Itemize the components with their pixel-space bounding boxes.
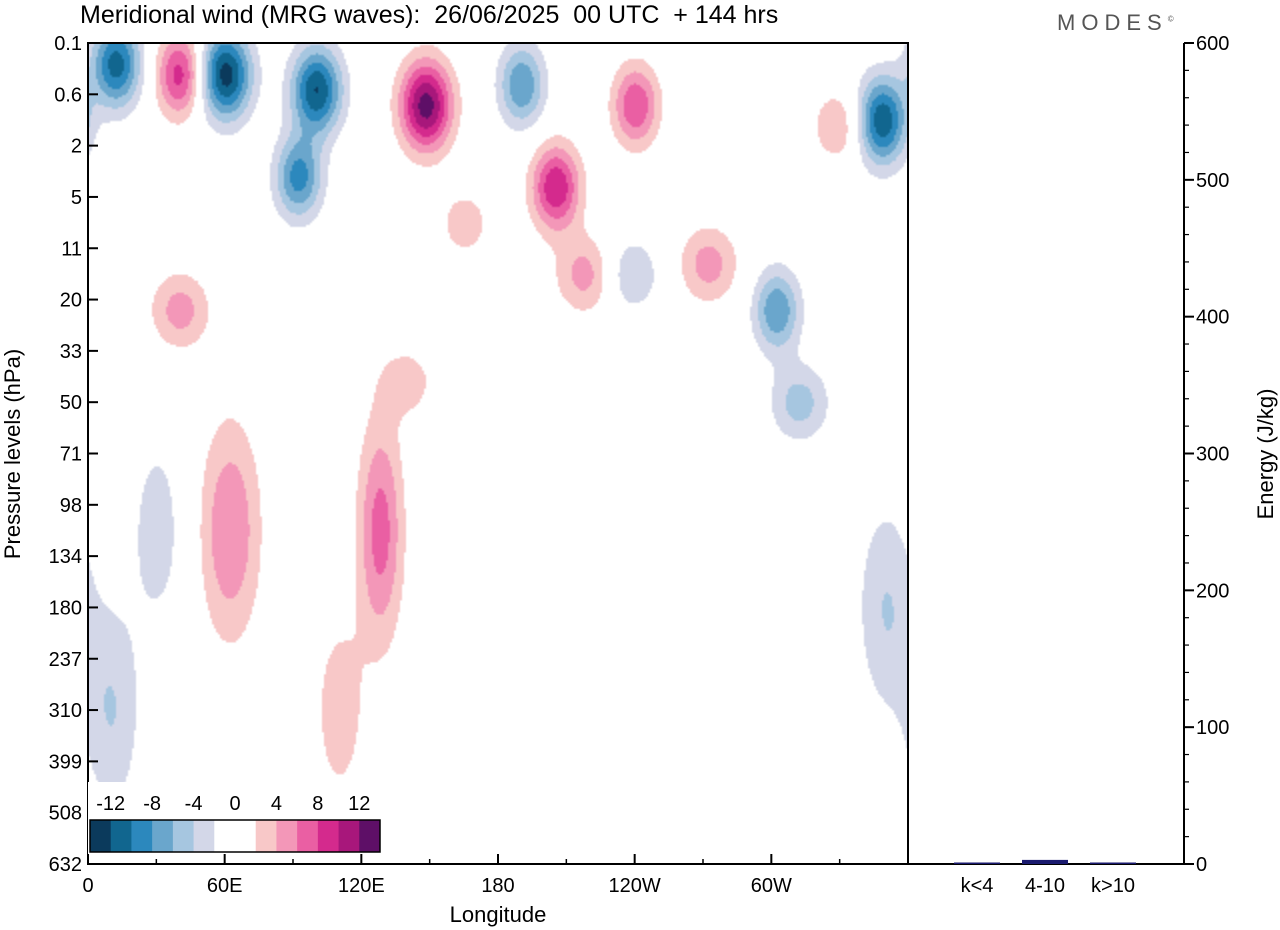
- copyright-mark: ©: [1167, 14, 1174, 24]
- energy-tick-label: 200: [1196, 580, 1229, 602]
- colorbar-swatch: [359, 820, 381, 852]
- pressure-axis: 0.1 0.6 2 5 11 20 33 50 71 98 134 180 237 310 399 508 63…: [49, 33, 98, 876]
- y-tick-label: 399: [49, 751, 82, 773]
- colorbar-label: -12: [96, 793, 125, 815]
- colorbar-swatch: [297, 820, 319, 852]
- energy-tick-label: 300: [1196, 444, 1229, 466]
- y-tick-label: 33: [60, 341, 82, 363]
- energy-bar: [1090, 862, 1136, 864]
- x-axis-title: Longitude: [450, 902, 547, 927]
- x-tick-label: 60W: [751, 875, 792, 897]
- energy-tick-label: 0: [1196, 854, 1207, 876]
- longitude-axis: 0 60E 120E 180 120W 60W: [82, 854, 841, 897]
- chart-title: Meridional wind (MRG waves): 26/06/2025 …: [80, 1, 779, 29]
- energy-category-label: 4-10: [1025, 875, 1065, 897]
- heatmap-plot: [88, 43, 908, 864]
- energy-bar: [954, 862, 1000, 864]
- colorbar-label: 4: [271, 793, 282, 815]
- energy-tick-label: 400: [1196, 307, 1229, 329]
- y-tick-label: 310: [49, 700, 82, 722]
- x-tick-label: 120W: [609, 875, 661, 897]
- energy-category-label: k>10: [1091, 875, 1135, 897]
- y-tick-label: 71: [60, 444, 82, 466]
- colorbar-label: -4: [185, 793, 203, 815]
- y-tick-label: 5: [71, 187, 82, 209]
- y-tick-label: 0.6: [54, 84, 82, 106]
- y-tick-label: 50: [60, 392, 82, 414]
- y-tick-label: 237: [49, 649, 82, 671]
- energy-axis-title: Energy (J/kg): [1253, 389, 1278, 520]
- colorbar-swatch: [172, 820, 195, 852]
- energy-bar-panel: 0 100 200 300 400 500 600 k<4 4-10 k>10: [908, 33, 1229, 897]
- colorbar-swatch: [255, 820, 277, 852]
- y-tick-label: 20: [60, 290, 82, 312]
- colorbar-swatch: [235, 820, 257, 852]
- colorbar-swatch: [90, 820, 112, 852]
- colorbar-swatch: [317, 820, 340, 852]
- energy-tick-label: 500: [1196, 170, 1229, 192]
- x-tick-label: 180: [481, 875, 514, 897]
- y-axis-title: Pressure levels (hPa): [0, 349, 25, 559]
- x-tick-label: 60E: [207, 875, 243, 897]
- colorbar-swatch: [338, 820, 360, 852]
- colorbar-swatch: [110, 820, 132, 852]
- y-tick-label: 134: [49, 546, 82, 568]
- y-tick-label: 508: [49, 803, 82, 825]
- y-tick-label: 0.1: [54, 33, 82, 55]
- colorbar-swatch: [131, 820, 153, 852]
- colorbar-frame: [89, 819, 381, 853]
- colorbar-swatch: [152, 820, 174, 852]
- energy-tick-label: 100: [1196, 717, 1229, 739]
- x-tick-label: 120E: [338, 875, 385, 897]
- colorbar-swatch: [193, 820, 215, 852]
- logo-text: MODES: [1057, 10, 1168, 35]
- y-tick-label: 180: [49, 597, 82, 619]
- colorbar: -12 -8 -4 0 4 8 12: [88, 782, 382, 854]
- y-tick-label: 98: [60, 495, 82, 517]
- energy-bar: [1022, 859, 1068, 864]
- x-tick-label: 0: [82, 875, 93, 897]
- y-tick-label: 632: [49, 854, 82, 876]
- modes-logo: MODES©: [1057, 10, 1174, 36]
- heatmap-image: [88, 43, 908, 864]
- colorbar-label: 0: [229, 793, 240, 815]
- colorbar-label: -8: [143, 793, 161, 815]
- energy-category-label: k<4: [961, 875, 994, 897]
- colorbar-swatch: [214, 820, 236, 852]
- colorbar-label: 8: [312, 793, 323, 815]
- y-tick-label: 2: [71, 136, 82, 158]
- y-tick-label: 11: [61, 238, 82, 260]
- colorbar-label: 12: [348, 793, 370, 815]
- colorbar-swatch: [276, 820, 298, 852]
- energy-tick-label: 600: [1196, 33, 1229, 55]
